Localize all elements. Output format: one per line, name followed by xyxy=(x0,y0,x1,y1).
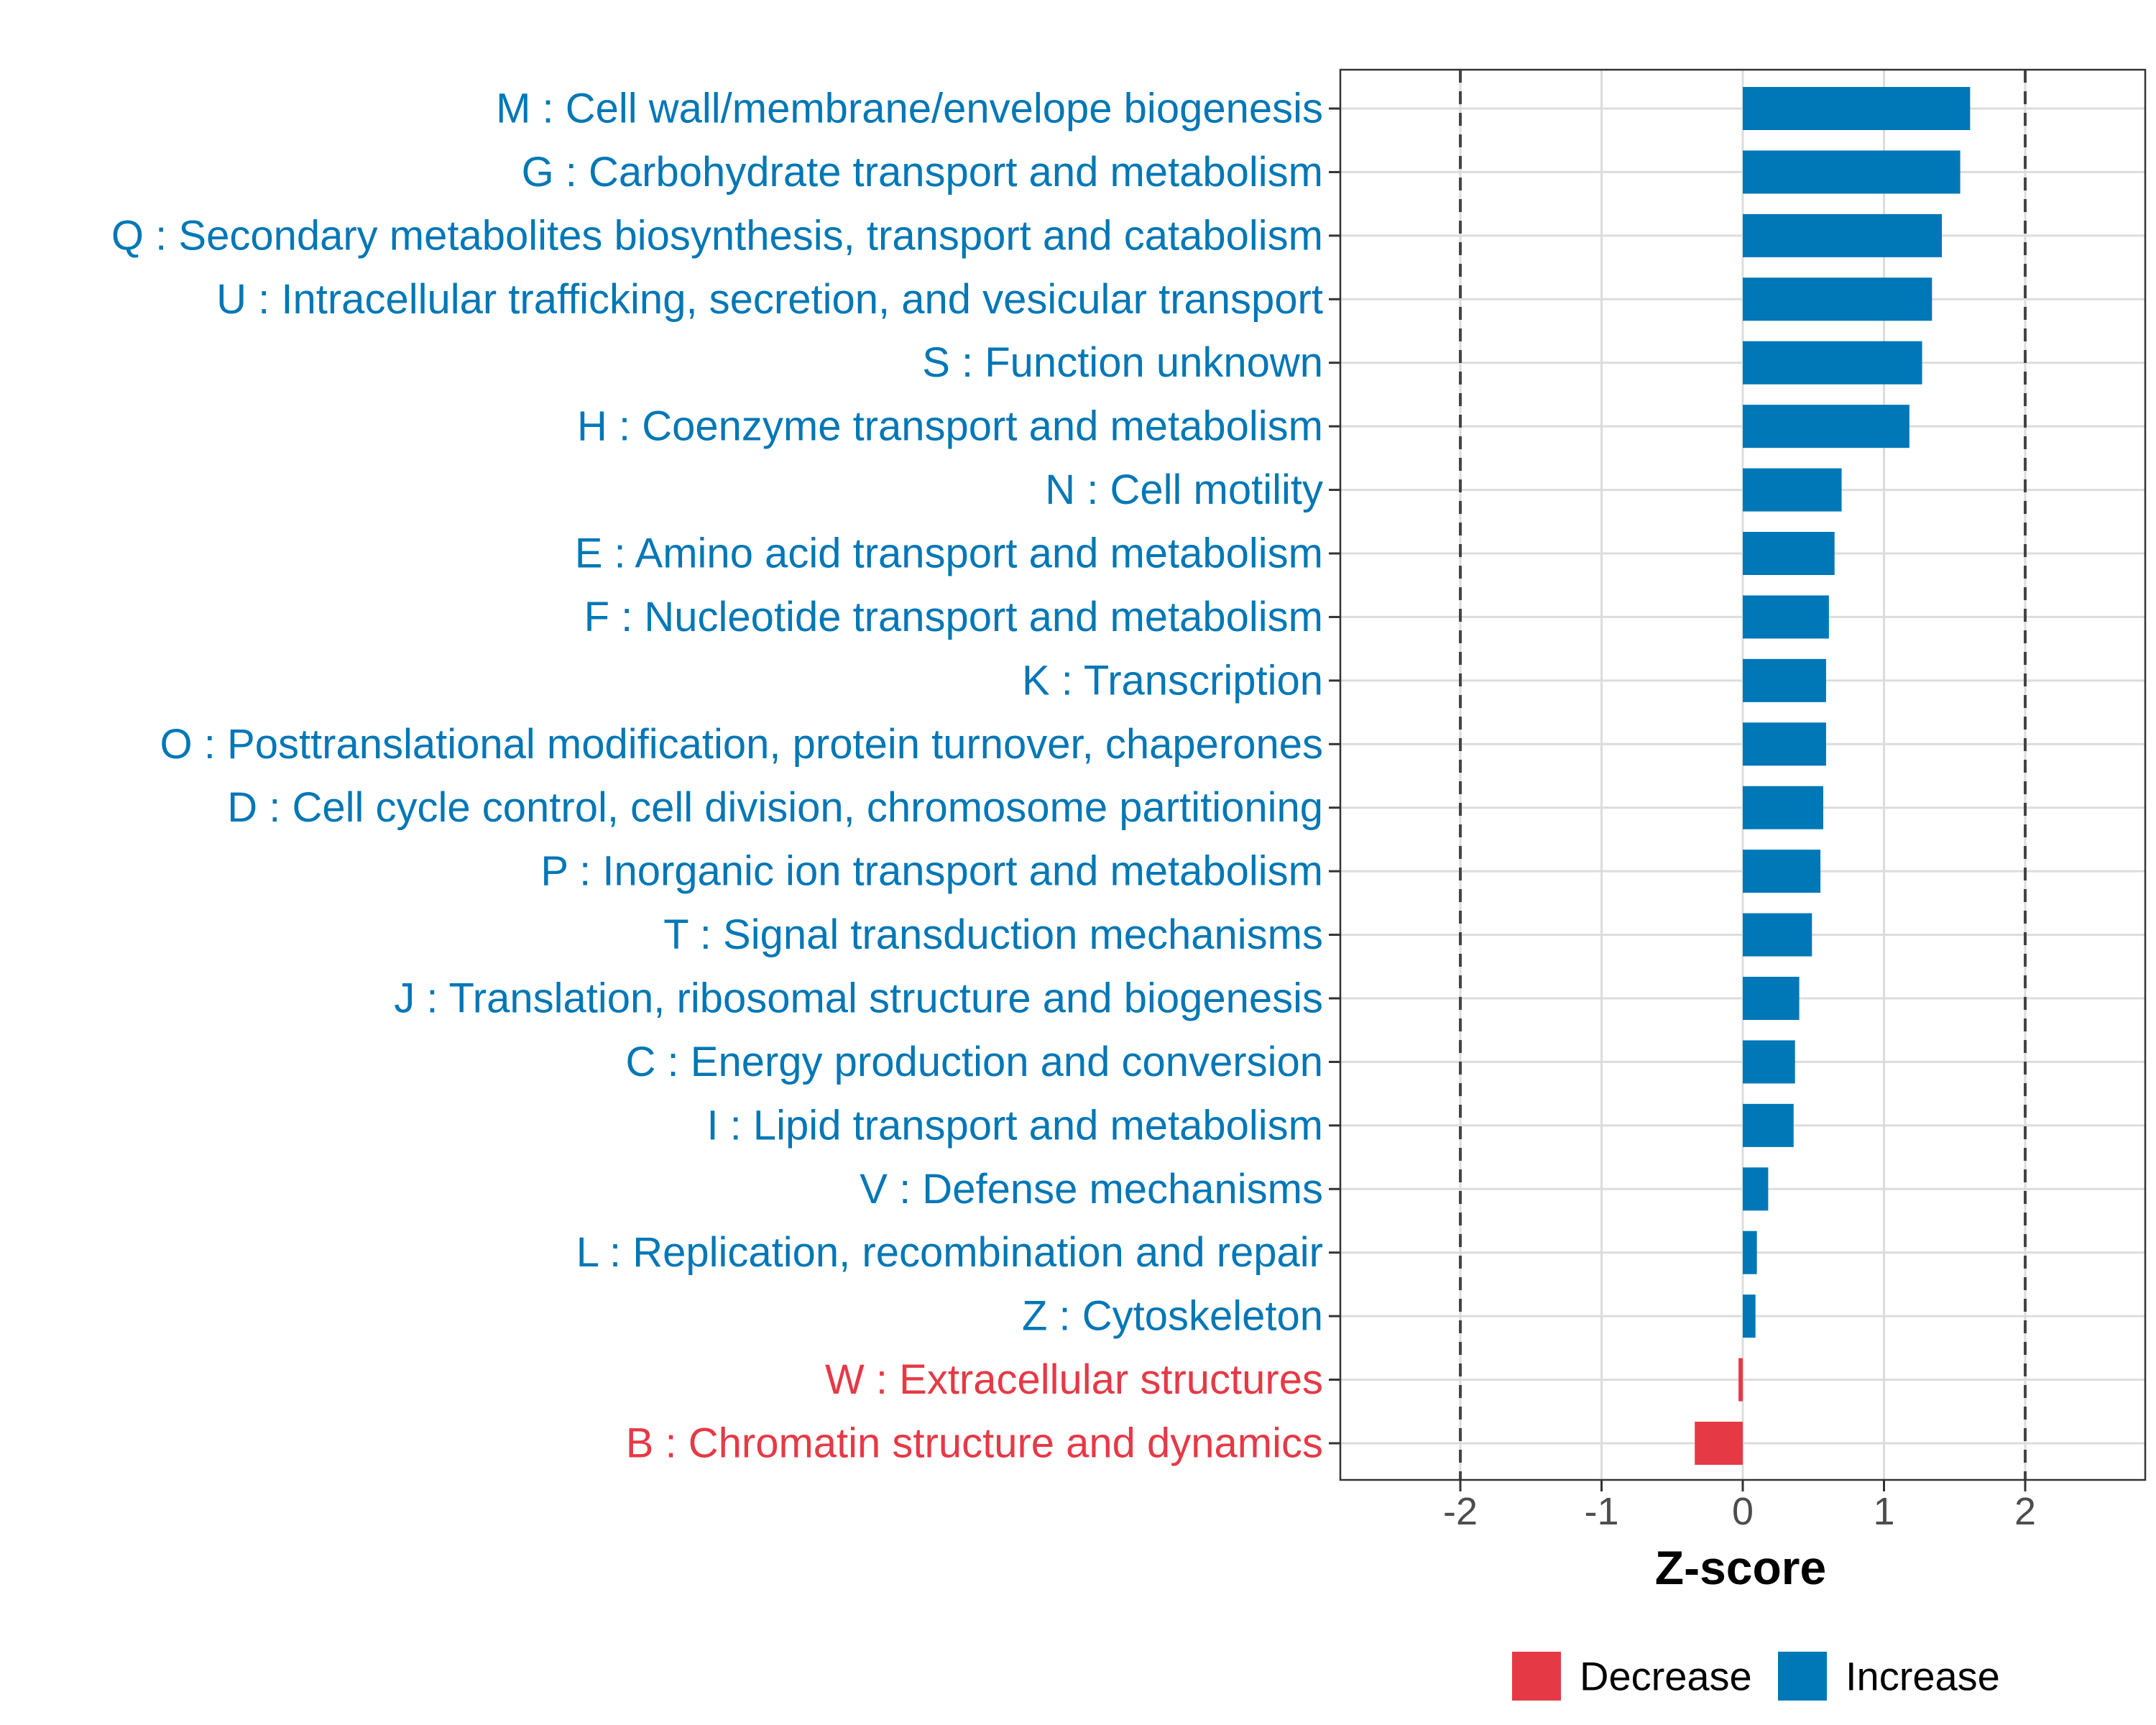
category-label: F : Nucleotide transport and metabolism xyxy=(584,594,1323,640)
bar xyxy=(1743,595,1829,639)
bar xyxy=(1743,913,1812,957)
category-label: H : Coenzyme transport and metabolism xyxy=(577,403,1323,450)
bar xyxy=(1743,1167,1769,1211)
category-label: B : Chromatin structure and dynamics xyxy=(626,1420,1323,1467)
category-label: D : Cell cycle control, cell division, c… xyxy=(227,784,1323,831)
bar xyxy=(1743,532,1835,575)
x-axis-title: Z-score xyxy=(1655,1541,1826,1594)
category-label: I : Lipid transport and metabolism xyxy=(706,1102,1323,1149)
bar xyxy=(1743,722,1826,766)
category-label: C : Energy production and conversion xyxy=(626,1039,1323,1085)
x-tick-label: -2 xyxy=(1443,1490,1478,1533)
category-label: S : Function unknown xyxy=(922,339,1323,386)
x-tick-label: 1 xyxy=(1873,1490,1894,1533)
bar xyxy=(1743,658,1826,702)
bar xyxy=(1743,341,1922,385)
category-label: W : Extracellular structures xyxy=(825,1356,1323,1403)
bar xyxy=(1743,977,1800,1020)
bar xyxy=(1743,1040,1795,1084)
category-label: G : Carbohydrate transport and metabolis… xyxy=(522,149,1323,196)
legend: Decrease Increase xyxy=(1512,1652,2000,1701)
bar xyxy=(1743,468,1842,512)
bar xyxy=(1695,1422,1743,1465)
legend-swatch xyxy=(1512,1652,1561,1701)
category-label: O : Posttranslational modification, prot… xyxy=(160,721,1323,768)
bar xyxy=(1743,786,1823,829)
category-label: M : Cell wall/membrane/envelope biogenes… xyxy=(496,86,1323,132)
x-tick-label: 2 xyxy=(2014,1490,2036,1533)
category-label: T : Signal transduction mechanisms xyxy=(663,911,1323,958)
bar xyxy=(1743,405,1909,448)
bar xyxy=(1743,213,1943,257)
bar xyxy=(1743,1103,1794,1147)
bars xyxy=(1695,87,1971,1465)
category-label: J : Translation, ribosomal structure and… xyxy=(394,975,1323,1022)
category-label: P : Inorganic ion transport and metaboli… xyxy=(540,848,1323,895)
bar xyxy=(1743,150,1961,194)
x-tick-label: 0 xyxy=(1732,1490,1754,1533)
legend-swatch xyxy=(1778,1652,1827,1701)
category-labels: M : Cell wall/membrane/envelope biogenes… xyxy=(111,86,1323,1467)
bar xyxy=(1743,850,1821,893)
category-label: L : Replication, recombination and repai… xyxy=(576,1229,1323,1276)
legend-label: Increase xyxy=(1846,1654,2000,1699)
category-label: K : Transcription xyxy=(1022,657,1323,704)
axis-ticks: -2 -1 0 1 2 xyxy=(1329,107,2036,1533)
bar xyxy=(1743,87,1971,130)
category-label: Q : Secondary metabolites biosynthesis, … xyxy=(111,212,1323,259)
bar xyxy=(1743,1230,1757,1274)
bar xyxy=(1743,1294,1756,1338)
category-label: U : Intracellular trafficking, secretion… xyxy=(216,276,1323,323)
legend-label: Decrease xyxy=(1580,1654,1752,1699)
category-label: V : Defense mechanisms xyxy=(860,1166,1323,1213)
category-label: Z : Cytoskeleton xyxy=(1022,1293,1323,1340)
bar xyxy=(1743,277,1932,321)
x-tick-label: -1 xyxy=(1585,1490,1619,1533)
category-label: E : Amino acid transport and metabolism xyxy=(575,530,1323,577)
bar xyxy=(1738,1358,1743,1402)
category-label: N : Cell motility xyxy=(1045,466,1323,513)
